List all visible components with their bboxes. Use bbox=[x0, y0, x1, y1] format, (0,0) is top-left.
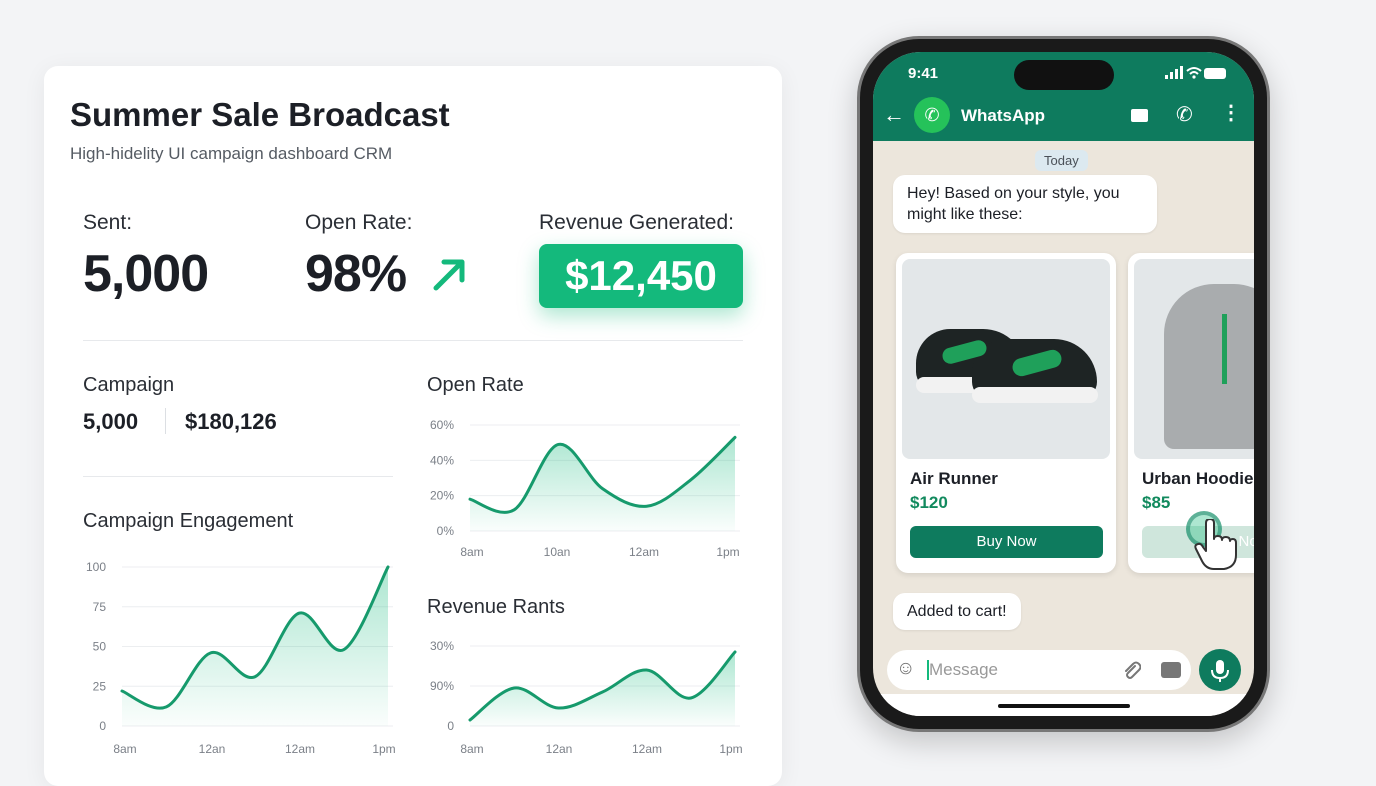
microphone-button[interactable] bbox=[1199, 649, 1241, 691]
attach-icon[interactable] bbox=[1121, 660, 1141, 680]
x-tick-label: 8am bbox=[460, 742, 483, 756]
date-chip: Today bbox=[1035, 150, 1088, 171]
x-tick-label: 8am bbox=[460, 545, 483, 559]
y-tick-label: 20% bbox=[430, 489, 454, 503]
x-tick-label: 12am bbox=[632, 742, 662, 756]
y-tick-label: 75 bbox=[93, 600, 107, 614]
area-fill bbox=[470, 437, 735, 531]
product-name: Urban Hoodie bbox=[1142, 469, 1253, 489]
y-tick-label: 25 bbox=[93, 679, 107, 693]
y-tick-label: 0% bbox=[437, 524, 455, 538]
x-tick-label: 12am bbox=[629, 545, 659, 559]
emoji-icon[interactable]: ☺ bbox=[896, 658, 915, 680]
status-time: 9:41 bbox=[908, 65, 938, 82]
chat-name: WhatsApp bbox=[961, 106, 1045, 126]
shoe-image bbox=[902, 259, 1110, 459]
y-tick-label: 0 bbox=[447, 719, 454, 733]
back-arrow-icon[interactable]: ← bbox=[883, 102, 905, 128]
x-tick-label: 10an bbox=[544, 545, 571, 559]
x-tick-label: 8am bbox=[113, 742, 136, 756]
product-price: $85 bbox=[1142, 493, 1170, 513]
x-tick-label: 12am bbox=[285, 742, 315, 756]
y-tick-label: 90% bbox=[430, 679, 454, 693]
product-card[interactable]: Air Runner $120 Buy Now bbox=[896, 253, 1116, 573]
y-tick-label: 60% bbox=[430, 418, 454, 432]
x-tick-label: 1pm bbox=[716, 545, 739, 559]
home-indicator[interactable] bbox=[998, 704, 1130, 708]
y-tick-label: 50 bbox=[93, 640, 107, 654]
video-call-icon[interactable] bbox=[1131, 109, 1148, 122]
hoodie-image bbox=[1134, 259, 1254, 459]
y-tick-label: 0 bbox=[99, 719, 106, 733]
message-bubble: Hey! Based on your style, you might like… bbox=[893, 175, 1157, 233]
product-card[interactable]: Urban Hoodie $85 Buy Now bbox=[1128, 253, 1254, 573]
x-tick-label: 12an bbox=[546, 742, 573, 756]
y-tick-label: 100 bbox=[86, 560, 106, 574]
phone-call-icon[interactable]: ✆ bbox=[1176, 102, 1193, 127]
chat-header: 9:41 ← ✆ WhatsApp ✆ ⋮ bbox=[873, 52, 1254, 141]
hand-cursor-icon bbox=[1194, 519, 1238, 571]
whatsapp-logo-icon: ✆ bbox=[914, 97, 950, 133]
dynamic-island bbox=[1014, 60, 1114, 90]
signal-wifi-battery-icon bbox=[1165, 66, 1227, 80]
phone-screen: 9:41 ← ✆ WhatsApp ✆ ⋮ Today Hey! Based o… bbox=[873, 52, 1254, 716]
y-tick-label: 40% bbox=[430, 453, 454, 467]
message-bubble: Added to cart! bbox=[893, 593, 1021, 630]
camera-icon[interactable] bbox=[1161, 662, 1181, 678]
y-tick-label: 30% bbox=[430, 639, 454, 653]
buy-now-button[interactable]: Buy Now bbox=[910, 526, 1103, 558]
message-placeholder: Message bbox=[929, 660, 998, 680]
x-tick-label: 12an bbox=[199, 742, 226, 756]
message-input[interactable]: ☺ Message bbox=[887, 650, 1191, 690]
x-tick-label: 1pm bbox=[372, 742, 395, 756]
more-options-icon[interactable]: ⋮ bbox=[1221, 100, 1241, 125]
product-price: $120 bbox=[910, 493, 948, 513]
product-name: Air Runner bbox=[910, 469, 998, 489]
x-tick-label: 1pm bbox=[719, 742, 742, 756]
